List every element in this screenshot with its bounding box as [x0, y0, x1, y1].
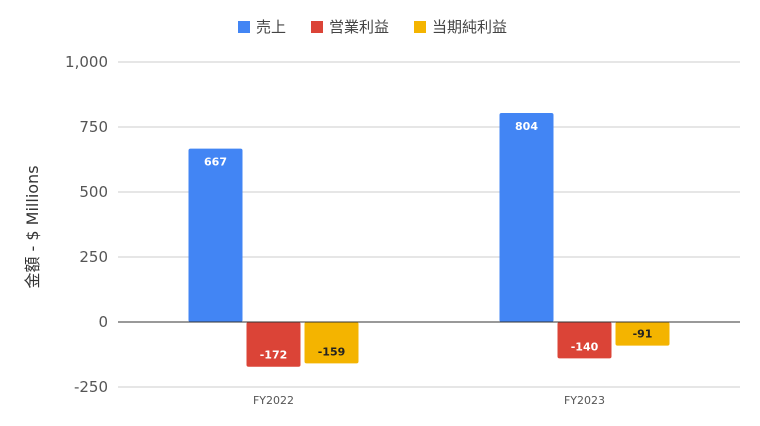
bar [499, 112, 554, 323]
legend-swatch [311, 21, 323, 33]
legend-label: 売上 [256, 18, 286, 36]
y-tick-label: 500 [79, 183, 108, 201]
y-tick-label: 1,000 [65, 53, 108, 71]
y-tick-label: 250 [79, 248, 108, 266]
x-tick-label: FY2022 [253, 394, 294, 407]
bars [188, 112, 670, 367]
bar [304, 322, 359, 364]
y-axis-label: 金額 - $ Millions [23, 165, 42, 288]
bar-value-label: -172 [260, 349, 288, 362]
legend-label: 当期純利益 [432, 18, 507, 36]
legend-swatch [238, 21, 250, 33]
data-labels: 667 -172 -159 804 -140 -91 [204, 120, 652, 362]
y-axis-ticks: -250 0 250 500 750 1,000 [65, 53, 108, 396]
legend-label: 営業利益 [329, 18, 389, 36]
bar-value-label: -91 [633, 328, 653, 341]
y-tick-label: 0 [98, 313, 108, 331]
bar-value-label: -159 [318, 345, 346, 358]
bar [246, 322, 301, 367]
x-tick-label: FY2023 [564, 394, 605, 407]
bar [557, 322, 612, 359]
legend-swatch [414, 21, 426, 33]
x-axis-ticks: FY2022 FY2023 [253, 394, 605, 407]
bar [188, 148, 243, 322]
y-tick-label: -250 [74, 378, 108, 396]
bar [615, 322, 670, 346]
legend: 売上 営業利益 当期純利益 [238, 18, 507, 36]
bar-value-label: 667 [204, 156, 227, 169]
y-tick-label: 750 [79, 118, 108, 136]
bar-value-label: 804 [515, 120, 538, 133]
bar-value-label: -140 [571, 340, 599, 353]
